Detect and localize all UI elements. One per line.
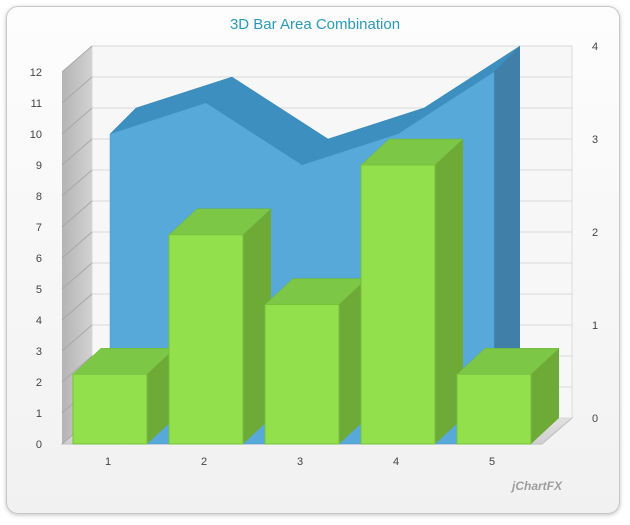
x-tick-label: 5 bbox=[489, 456, 495, 468]
side-gridline bbox=[61, 200, 93, 228]
bar-front bbox=[72, 373, 148, 445]
area-end-cap bbox=[494, 46, 520, 444]
side-gridline bbox=[61, 45, 93, 73]
x-tick-label: 3 bbox=[297, 456, 303, 468]
y-left-tick-label: 8 bbox=[36, 191, 42, 203]
y-left-tick-label: 1 bbox=[36, 408, 42, 420]
y-left-tick-label: 10 bbox=[30, 129, 42, 141]
bar-side bbox=[435, 139, 463, 444]
y-right-tick-label: 3 bbox=[592, 134, 598, 146]
bar-side bbox=[531, 348, 559, 444]
y-left-tick-label: 12 bbox=[30, 67, 42, 79]
y-left-tick-label: 7 bbox=[36, 222, 42, 234]
x-tick-label: 4 bbox=[393, 456, 399, 468]
side-gridline bbox=[61, 355, 93, 383]
side-gridline bbox=[61, 76, 93, 104]
y-left-tick-label: 4 bbox=[36, 315, 42, 327]
side-gridline bbox=[61, 324, 93, 352]
y-left-tick-label: 0 bbox=[36, 439, 42, 451]
y-right-tick-label: 2 bbox=[592, 227, 598, 239]
side-gridline bbox=[61, 293, 93, 321]
side-gridline bbox=[61, 231, 93, 259]
bar-front bbox=[456, 373, 532, 445]
bar-side bbox=[339, 278, 367, 444]
x-tick-label: 1 bbox=[105, 456, 111, 468]
side-gridline bbox=[61, 262, 93, 290]
bar-front bbox=[168, 234, 244, 445]
chart-title: 3D Bar Area Combination bbox=[229, 16, 401, 33]
y-left-tick-label: 5 bbox=[36, 284, 42, 296]
bar-side bbox=[147, 348, 175, 444]
y-left-tick-label: 11 bbox=[31, 98, 42, 110]
y-left-tick-label: 9 bbox=[36, 160, 42, 172]
bar-side bbox=[243, 208, 271, 444]
side-gridline bbox=[61, 169, 93, 197]
y-right-tick-label: 0 bbox=[592, 413, 598, 425]
y-left-tick-label: 6 bbox=[36, 253, 42, 265]
side-gridline bbox=[61, 107, 93, 135]
y-right-tick-label: 4 bbox=[592, 41, 598, 53]
jchartfx-logo: jChartFX bbox=[512, 479, 563, 493]
x-tick-label: 2 bbox=[201, 456, 207, 468]
y-left-tick-label: 2 bbox=[36, 377, 42, 389]
y-left-tick-label: 3 bbox=[36, 346, 42, 358]
y-right-tick-label: 1 bbox=[592, 320, 598, 332]
side-gridline bbox=[61, 138, 93, 166]
bar-front bbox=[264, 304, 340, 445]
bar-front bbox=[360, 164, 436, 445]
